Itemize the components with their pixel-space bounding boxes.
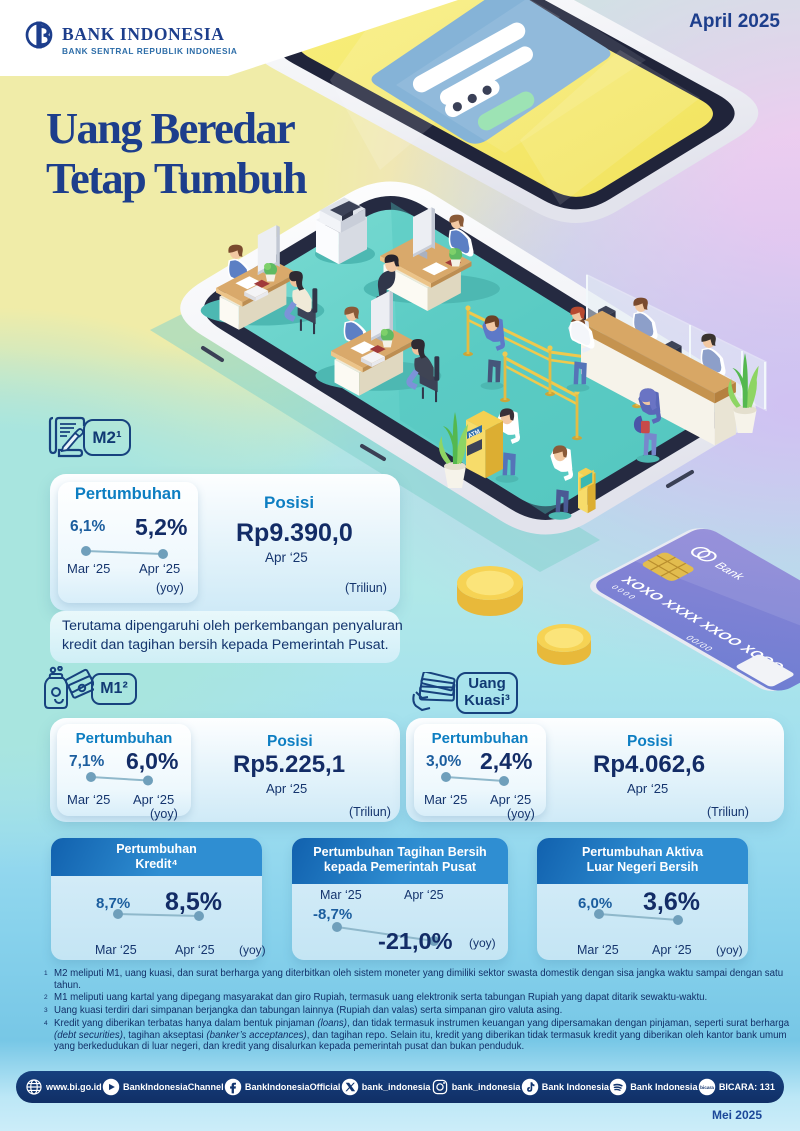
svg-text:bicara: bicara	[700, 1085, 714, 1090]
svg-text:BANK INDONESIA: BANK INDONESIA	[62, 24, 225, 44]
svg-text:BANK SENTRAL REPUBLIK INDONESI: BANK SENTRAL REPUBLIK INDONESIA	[62, 46, 237, 56]
svg-text:ATM: ATM	[467, 429, 481, 440]
